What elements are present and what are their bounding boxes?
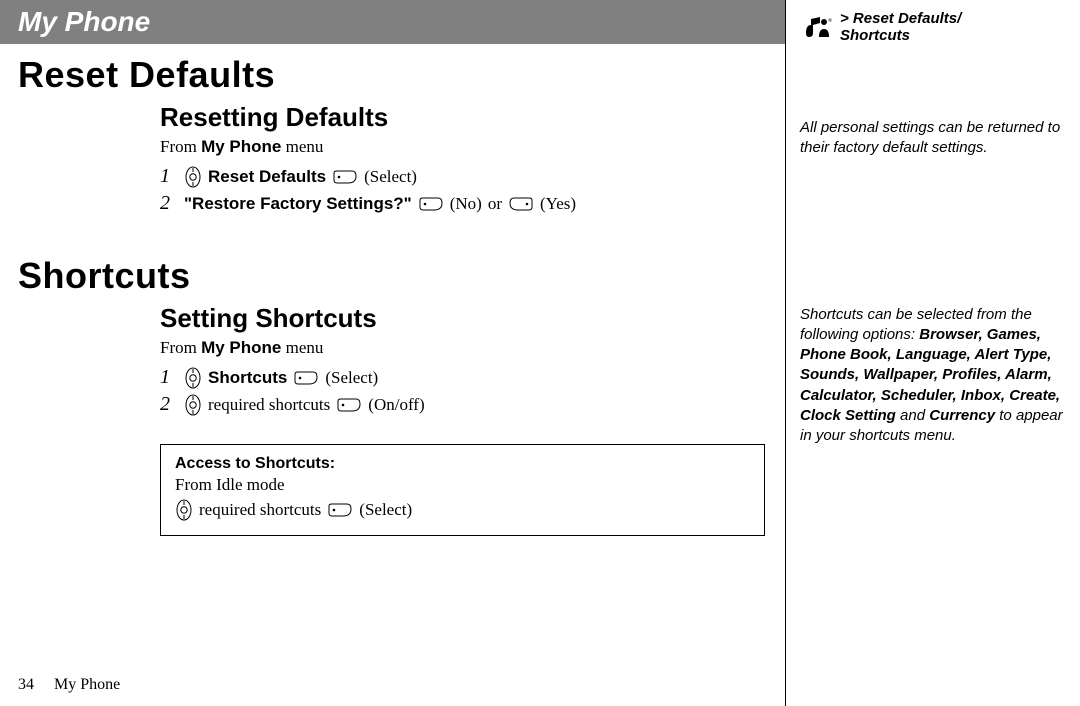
text: or xyxy=(488,194,502,214)
softkey-right-icon xyxy=(508,196,534,212)
access-box: Access to Shortcuts: From Idle mode requ… xyxy=(160,444,765,536)
text: menu xyxy=(281,338,323,357)
breadcrumb: > Reset Defaults/ Shortcuts xyxy=(800,10,1070,44)
from-line-shortcuts: From My Phone menu xyxy=(160,338,765,358)
nav-key-icon xyxy=(184,367,202,389)
softkey-label: (Select) xyxy=(325,368,378,388)
section-icon xyxy=(800,15,834,39)
step-row: 1 Reset Defaults (Select) xyxy=(160,165,765,188)
step-number: 1 xyxy=(160,165,174,188)
box-title: Access to Shortcuts: xyxy=(175,455,750,473)
softkey-left-icon xyxy=(418,196,444,212)
side-note-shortcuts: Shortcuts can be selected from the follo… xyxy=(800,305,1070,447)
text: required shortcuts xyxy=(208,395,330,415)
step-row: 2 required shortcuts (On/off) xyxy=(160,393,765,416)
text: From xyxy=(160,338,201,357)
text-bold: My Phone xyxy=(201,137,281,156)
heading-reset-defaults: Reset Defaults xyxy=(18,54,785,96)
nav-key-icon xyxy=(184,166,202,188)
breadcrumb-text: > Reset Defaults/ xyxy=(840,10,961,27)
box-step: required shortcuts (Select) xyxy=(175,499,750,521)
side-column: > Reset Defaults/ Shortcuts All personal… xyxy=(785,0,1080,706)
softkey-label: (Select) xyxy=(359,500,412,520)
softkey-left-icon xyxy=(332,169,358,185)
step-row: 1 Shortcuts (Select) xyxy=(160,366,765,389)
heading-shortcuts: Shortcuts xyxy=(18,255,785,297)
from-line-reset: From My Phone menu xyxy=(160,137,765,157)
footer-label: My Phone xyxy=(54,676,120,693)
menu-item-label: Reset Defaults xyxy=(208,167,326,187)
text-bold: Currency xyxy=(929,407,995,424)
softkey-label: (On/off) xyxy=(368,395,424,415)
step-number: 2 xyxy=(160,192,174,215)
page-footer: 34 My Phone xyxy=(18,676,120,694)
step-number: 1 xyxy=(160,366,174,389)
box-line: From Idle mode xyxy=(175,475,750,495)
softkey-label: (Select) xyxy=(364,167,417,187)
softkey-label: (No) xyxy=(450,194,482,214)
main-column: My Phone Reset Defaults Resetting Defaul… xyxy=(0,0,785,706)
text: and xyxy=(896,407,929,424)
subheading-setting-shortcuts: Setting Shortcuts xyxy=(160,303,765,334)
text-bold: My Phone xyxy=(201,338,281,357)
text: required shortcuts xyxy=(199,500,321,520)
step-number: 2 xyxy=(160,393,174,416)
text: From xyxy=(160,137,201,156)
nav-key-icon xyxy=(175,499,193,521)
section-header: My Phone xyxy=(0,0,785,44)
nav-key-icon xyxy=(184,394,202,416)
text: menu xyxy=(281,137,323,156)
softkey-left-icon xyxy=(336,397,362,413)
softkey-left-icon xyxy=(327,502,353,518)
breadcrumb-text: Shortcuts xyxy=(840,27,910,44)
side-note-reset: All personal settings can be returned to… xyxy=(800,118,1070,159)
subheading-resetting-defaults: Resetting Defaults xyxy=(160,102,765,133)
softkey-left-icon xyxy=(293,370,319,386)
prompt-text: "Restore Factory Settings?" xyxy=(184,194,412,214)
step-row: 2 "Restore Factory Settings?" (No) or (Y… xyxy=(160,192,765,215)
page-number: 34 xyxy=(18,676,34,693)
softkey-label: (Yes) xyxy=(540,194,576,214)
menu-item-label: Shortcuts xyxy=(208,368,287,388)
